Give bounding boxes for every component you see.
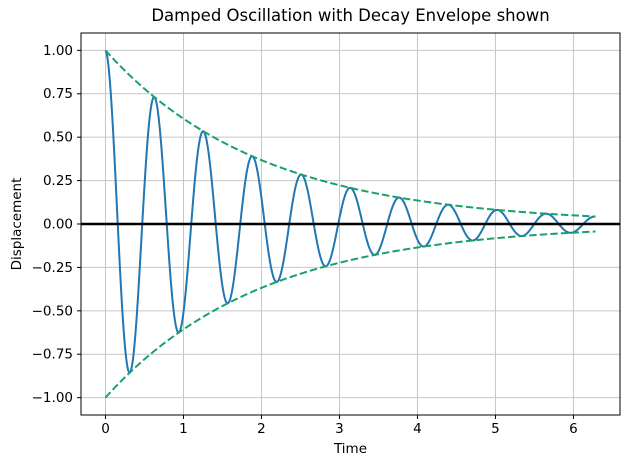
series-path-damped-oscillation (104, 49, 597, 374)
y-tick-label: −0.25 (32, 260, 73, 276)
y-tick-label: 0.75 (43, 86, 73, 102)
y-axis-label-text: Displacement (9, 177, 25, 271)
series-path-lower-envelope (104, 230, 597, 399)
series-path-upper-envelope (104, 49, 597, 218)
x-axis-label: Time (333, 441, 368, 457)
x-tick-label: 4 (413, 421, 422, 437)
x-tick-label: 1 (179, 421, 188, 437)
y-tick-label: −1.00 (32, 390, 73, 406)
y-tick-label: 1.00 (43, 43, 73, 59)
y-tick-label: −0.75 (32, 347, 73, 363)
y-tick-label: 0.25 (43, 173, 73, 189)
y-tick-label: 0.00 (43, 216, 73, 232)
x-tick-label: 3 (335, 421, 344, 437)
y-tick-label: 0.50 (43, 130, 73, 146)
x-tick-label: 6 (569, 421, 578, 437)
x-tick-label: 0 (101, 421, 110, 437)
x-tick-label: 5 (491, 421, 500, 437)
chart-title: Damped Oscillation with Decay Envelope s… (151, 6, 550, 25)
x-tick-label: 2 (257, 421, 266, 437)
y-tick-label: −0.50 (32, 303, 73, 319)
